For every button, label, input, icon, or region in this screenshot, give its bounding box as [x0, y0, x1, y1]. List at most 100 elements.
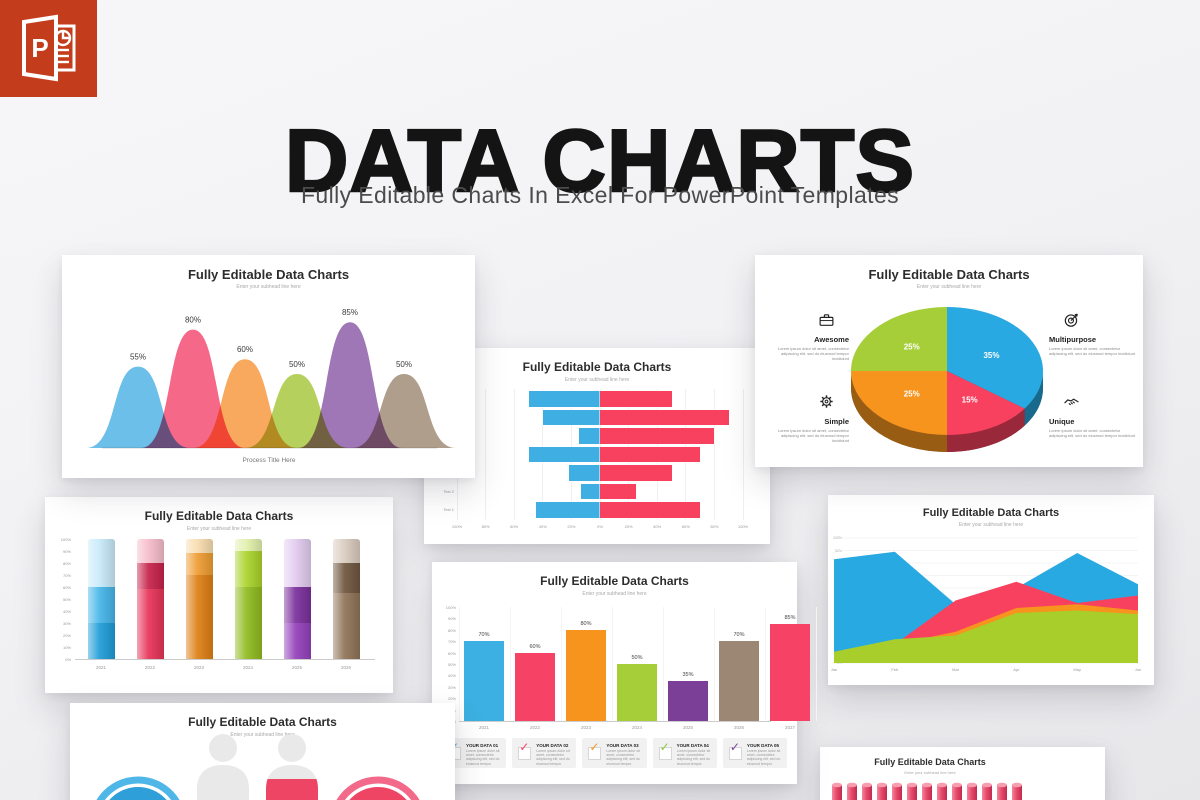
y-tick-label: 20% — [62, 633, 71, 638]
legend-box-text: Lorem ipsum dolor sit amet, consectetur … — [536, 749, 570, 766]
callout-text: Lorem ipsum dolor sit amet, consectetur … — [777, 428, 849, 443]
x-tick-label: 2023 — [193, 665, 204, 670]
callout-title: Awesome — [814, 335, 849, 344]
pie-3d-svg: 35% 15% 25% 25% — [851, 307, 1043, 452]
x-tick-label: May — [1073, 667, 1081, 672]
pie-slice — [851, 371, 947, 435]
gridline — [510, 607, 511, 721]
cylinder-top — [832, 782, 842, 788]
pie-callout: Awesome Lorem ipsum dolor sit amet, conse… — [763, 311, 849, 361]
column-bar — [566, 629, 606, 721]
cylinder-bar — [832, 785, 842, 800]
donut-ring — [329, 776, 427, 800]
slide-subtitle: Enter your subhead line here — [958, 522, 1024, 528]
tornado-chart: 100% 80% 60% 40% 20% 0% 20% 40% 60% 80% 100% Text 2… — [424, 348, 770, 544]
slide-column-chart: Fully Editable Data Charts Enter your su… — [432, 562, 817, 784]
check-icon: ✓ — [729, 740, 740, 754]
x-tick-label: 2022 — [529, 725, 540, 730]
slide-pie-chart: Fully Editable Data Charts Enter your su… — [755, 255, 1143, 467]
x-axis — [75, 659, 375, 660]
gridline — [713, 389, 715, 520]
x-tick-label: 2026 — [733, 725, 744, 730]
stacked-segment — [186, 575, 213, 659]
tornado-bar-right — [600, 428, 715, 444]
cylinder-top — [967, 782, 977, 788]
x-tick-label: Jan — [830, 667, 838, 672]
data-legend-box: ✓ YOUR DATA 05 Lorem ipsum dolor sit amet,… — [722, 738, 788, 768]
y-tick-label: 10% — [62, 645, 71, 650]
pie-callout: Unique Lorem ipsum dolor sit amet, consec… — [1049, 393, 1137, 438]
y-tick-label: 40% — [447, 673, 456, 679]
cylinder-top — [1012, 782, 1022, 788]
page-subtitle: Fully Editable Charts In Excel For Power… — [300, 182, 900, 208]
y-tick-label: 70% — [447, 639, 456, 645]
gridline — [714, 607, 715, 721]
column-bar — [719, 641, 759, 721]
slide-subtitle: Enter your subhead line here — [904, 770, 956, 775]
slide-stacked-bars: Fully Editable Data Charts Enter your su… — [45, 497, 393, 693]
people-infographic-svg — [89, 734, 427, 800]
bar-value-label: 70% — [478, 632, 490, 639]
pie-slice-label: 25% — [904, 342, 920, 351]
stacked-segment — [235, 551, 262, 587]
checkbox — [658, 747, 672, 760]
cylinder-bar — [997, 785, 1007, 800]
cylinder-bar — [862, 785, 872, 800]
pie-callout: Multipurpose Lorem ipsum dolor sit amet, … — [1049, 311, 1137, 356]
x-tick-label: 2022 — [144, 665, 155, 670]
slide-title: Fully Editable Data Charts — [868, 267, 1030, 282]
cylinder-bar — [907, 785, 917, 800]
cylinder-top — [892, 782, 902, 788]
y-tick-label: 40% — [62, 609, 71, 614]
legend-box-title: YOUR DATA 01 — [466, 743, 499, 748]
stacked-segment — [333, 539, 360, 563]
pie-slice — [851, 307, 947, 371]
gridline — [742, 389, 744, 520]
figure-head — [209, 734, 237, 762]
legend-box-text: Lorem ipsum dolor sit amet, consectetur … — [466, 749, 500, 766]
x-tick-label: 60% — [510, 524, 519, 529]
donut-ring — [89, 776, 187, 800]
cylinder-bar — [1012, 785, 1022, 800]
x-tick-label: 2025 — [291, 665, 302, 670]
y-tick-label: 100% — [445, 605, 456, 610]
x-tick-label: 0% — [597, 524, 603, 529]
cylinder-top — [997, 782, 1007, 788]
cylinder-bar — [892, 785, 902, 800]
pie-slice-side — [947, 408, 1025, 452]
x-tick-label: Apr — [1013, 667, 1020, 672]
stacked-segment — [186, 553, 213, 575]
briefcase-icon — [763, 311, 849, 333]
tornado-bar-left — [542, 409, 600, 425]
stacked-segment — [88, 587, 115, 623]
gridline — [485, 389, 487, 520]
stacked-segment — [137, 563, 164, 590]
x-tick-label: 20% — [567, 524, 576, 529]
pie-slice-label: 25% — [904, 390, 920, 399]
legend-box-text: Lorem ipsum dolor sit amet, consectetur … — [746, 749, 781, 766]
gridline — [612, 607, 613, 721]
y-tick-label: 90% — [447, 616, 456, 622]
cylinder-top — [907, 782, 917, 788]
target-icon — [1049, 311, 1137, 333]
slide-subtitle: Enter your subhead line here — [186, 526, 252, 532]
slide-title: Fully Editable Data Charts — [522, 360, 672, 374]
bar-value-label: 80% — [580, 620, 592, 627]
tornado-bar-right — [600, 446, 701, 462]
pie-3d-chart: 35% 15% 25% 25% Awesome Lorem ipsum dolor sit… — [755, 255, 1143, 467]
stacked-segment — [88, 539, 115, 587]
cylinder-top — [952, 782, 962, 788]
x-tick-label: 20% — [624, 524, 633, 529]
legend-box-title: YOUR DATA 02 — [536, 743, 569, 748]
cylinder-bar — [967, 785, 977, 800]
gridline — [459, 607, 460, 721]
slide-title: Fully Editable Data Charts — [187, 267, 350, 282]
x-tick-label: 2027 — [784, 725, 795, 730]
y-tick-label: 80% — [62, 561, 71, 566]
cylinder-bar — [922, 785, 932, 800]
series-green-area — [834, 610, 1138, 663]
tornado-bar-left — [528, 446, 600, 462]
cylinder-bar-chart — [820, 747, 1105, 800]
check-icon: ✓ — [659, 740, 670, 754]
